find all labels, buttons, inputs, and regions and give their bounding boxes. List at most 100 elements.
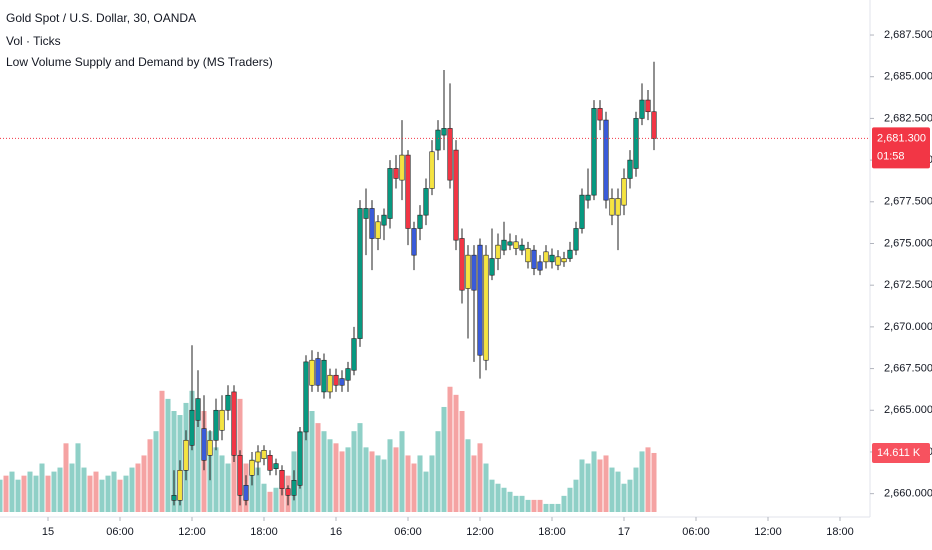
axes: 2,660.0002,662.5002,665.0002,667.5002,67… bbox=[0, 0, 932, 538]
volume-bar bbox=[615, 471, 621, 512]
volume-bar bbox=[393, 447, 399, 512]
candle-body bbox=[201, 428, 207, 461]
volume-bar bbox=[27, 471, 33, 512]
candle-body bbox=[327, 374, 333, 393]
candle-body bbox=[435, 129, 441, 151]
volume-bar bbox=[363, 447, 369, 512]
volume-bar bbox=[339, 451, 345, 512]
volume-bar bbox=[411, 463, 417, 512]
candle-body bbox=[423, 188, 429, 216]
candle-body bbox=[381, 214, 387, 226]
candle-body bbox=[297, 431, 303, 486]
volume-bar bbox=[585, 463, 591, 512]
volume-bar bbox=[591, 451, 597, 512]
volume-legend: Vol · Ticks bbox=[6, 34, 61, 48]
candle-body bbox=[255, 451, 261, 463]
candle-body bbox=[231, 391, 237, 456]
candle-body bbox=[441, 128, 447, 136]
volume-bar bbox=[0, 479, 3, 512]
volume-bar bbox=[381, 459, 387, 512]
volume-bar bbox=[9, 471, 15, 512]
volume-bar bbox=[369, 451, 375, 512]
volume-bar bbox=[159, 390, 165, 512]
candle-body bbox=[291, 480, 297, 496]
candle-body bbox=[597, 108, 603, 121]
candle-body bbox=[639, 99, 645, 119]
volume-bar bbox=[231, 423, 237, 512]
volume-bar bbox=[459, 411, 465, 512]
volume-bar bbox=[273, 487, 279, 512]
candle-body bbox=[537, 261, 543, 271]
volume-bar bbox=[387, 439, 393, 512]
volume-bar bbox=[513, 495, 519, 512]
candle-body bbox=[411, 228, 417, 256]
candle-body bbox=[603, 119, 609, 201]
volume-bar bbox=[651, 452, 657, 512]
x-tick-label: 15 bbox=[42, 526, 54, 538]
volume-bar bbox=[423, 471, 429, 512]
candle-body bbox=[357, 208, 363, 339]
volume-bar bbox=[495, 483, 501, 512]
volume-bar bbox=[549, 503, 555, 512]
volume-bar bbox=[141, 455, 147, 512]
volume-bar bbox=[537, 499, 543, 512]
volume-bar bbox=[303, 398, 309, 512]
volume-bar bbox=[441, 406, 447, 512]
volume-bar bbox=[465, 439, 471, 512]
candle-body bbox=[309, 359, 315, 386]
candle-body bbox=[315, 358, 321, 386]
candle-body bbox=[489, 258, 495, 276]
candle-body bbox=[477, 244, 483, 356]
price-pane bbox=[0, 61, 870, 506]
candle-body bbox=[495, 244, 501, 259]
candle-body bbox=[633, 118, 639, 169]
candle-body bbox=[567, 249, 573, 259]
volume-bar bbox=[405, 455, 411, 512]
volume-bar bbox=[21, 475, 27, 512]
volume-bar bbox=[69, 463, 75, 512]
candle-body bbox=[333, 374, 339, 386]
candle-body bbox=[651, 111, 657, 139]
volume-bar bbox=[579, 459, 585, 512]
x-tick-label: 12:00 bbox=[754, 526, 782, 538]
volume-bar bbox=[429, 455, 435, 512]
volume-bar bbox=[165, 398, 171, 512]
candle-body bbox=[213, 409, 219, 441]
candle-body bbox=[279, 470, 285, 489]
volume-bar bbox=[507, 491, 513, 512]
candle-body bbox=[591, 108, 597, 196]
candle-body bbox=[219, 409, 225, 431]
volume-bar bbox=[51, 471, 57, 512]
volume-bar bbox=[171, 411, 177, 512]
y-tick-label: 2,687.500 bbox=[884, 29, 932, 41]
candle-body bbox=[393, 168, 399, 179]
volume-bar bbox=[417, 455, 423, 512]
candle-body bbox=[183, 439, 189, 471]
candle-body bbox=[507, 241, 513, 246]
volume-bar bbox=[153, 431, 159, 512]
candle-body bbox=[267, 454, 273, 471]
candle-body bbox=[285, 488, 291, 496]
candle-body bbox=[207, 439, 213, 456]
volume-bar bbox=[327, 439, 333, 512]
candle-body bbox=[273, 463, 279, 469]
x-tick-label: 06:00 bbox=[106, 526, 134, 538]
candle-body bbox=[339, 378, 345, 386]
y-tick-label: 2,670.000 bbox=[884, 321, 932, 333]
x-tick-label: 16 bbox=[330, 526, 342, 538]
price-label-box bbox=[872, 127, 930, 169]
candle-body bbox=[513, 241, 519, 249]
candle-body bbox=[171, 495, 177, 501]
volume-bar bbox=[477, 443, 483, 512]
candle-body bbox=[501, 239, 507, 251]
volume-bar bbox=[219, 455, 225, 512]
volume-bar bbox=[399, 431, 405, 512]
volume-bar bbox=[453, 394, 459, 512]
y-tick-label: 2,667.500 bbox=[884, 362, 932, 374]
volume-bar bbox=[255, 467, 261, 512]
volume-bar bbox=[147, 439, 153, 512]
price-label: 2,681.300 bbox=[877, 132, 926, 144]
volume-bar bbox=[39, 463, 45, 512]
volume-bar bbox=[321, 431, 327, 512]
